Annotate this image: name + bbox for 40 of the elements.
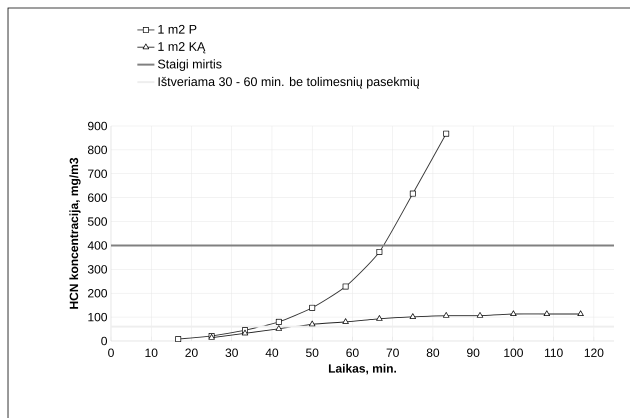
x-axis-title: Laikas, min. <box>328 364 396 374</box>
point <box>242 330 248 336</box>
y-tick-label: 0 <box>101 336 108 346</box>
y-tick-label: 500 <box>88 217 108 226</box>
x-tick-label: 120 <box>584 348 604 358</box>
legend-label: Staigi mirtis <box>158 59 222 71</box>
legend-label: 1 m2 KĄ <box>158 42 206 54</box>
y-tick-label: 900 <box>88 122 108 130</box>
point <box>577 310 584 316</box>
y-tick-label: 700 <box>88 170 108 178</box>
y-tick-label: 800 <box>88 146 108 154</box>
y-tick-label: 100 <box>88 312 108 322</box>
x-tick-label: 110 <box>544 348 563 358</box>
x-tick-label: 60 <box>346 348 359 358</box>
x-tick-label: 70 <box>386 348 399 358</box>
point <box>442 312 450 318</box>
x-tick-label: 90 <box>467 348 480 358</box>
point <box>308 320 316 326</box>
legend-label: 1 m2 P <box>158 24 196 34</box>
y-tick-label: 300 <box>88 265 108 274</box>
point <box>510 310 517 316</box>
x-tick-label: 40 <box>266 348 278 358</box>
point <box>410 313 416 319</box>
legend-label: Ištveriama 30 - 60 min. be tolimesnių pasekmių <box>158 76 420 89</box>
y-tick-label: 200 <box>88 288 108 298</box>
point <box>276 325 282 331</box>
point <box>342 318 349 324</box>
x-tick-label: 50 <box>306 348 318 358</box>
y-tick-label: 400 <box>88 241 108 250</box>
x-tick-label: 10 <box>145 348 158 358</box>
y-axis-title: HCN koncentracija, mg/m3 <box>69 158 81 309</box>
x-tick-label: 20 <box>185 348 198 358</box>
point <box>544 310 550 316</box>
x-tick-label: 0 <box>108 348 114 358</box>
x-tick-label: 100 <box>504 348 523 358</box>
y-tick-label: 600 <box>88 193 108 202</box>
point <box>476 312 484 318</box>
point <box>376 315 383 321</box>
x-tick-label: 30 <box>226 348 238 358</box>
x-tick-label: 80 <box>426 348 440 358</box>
